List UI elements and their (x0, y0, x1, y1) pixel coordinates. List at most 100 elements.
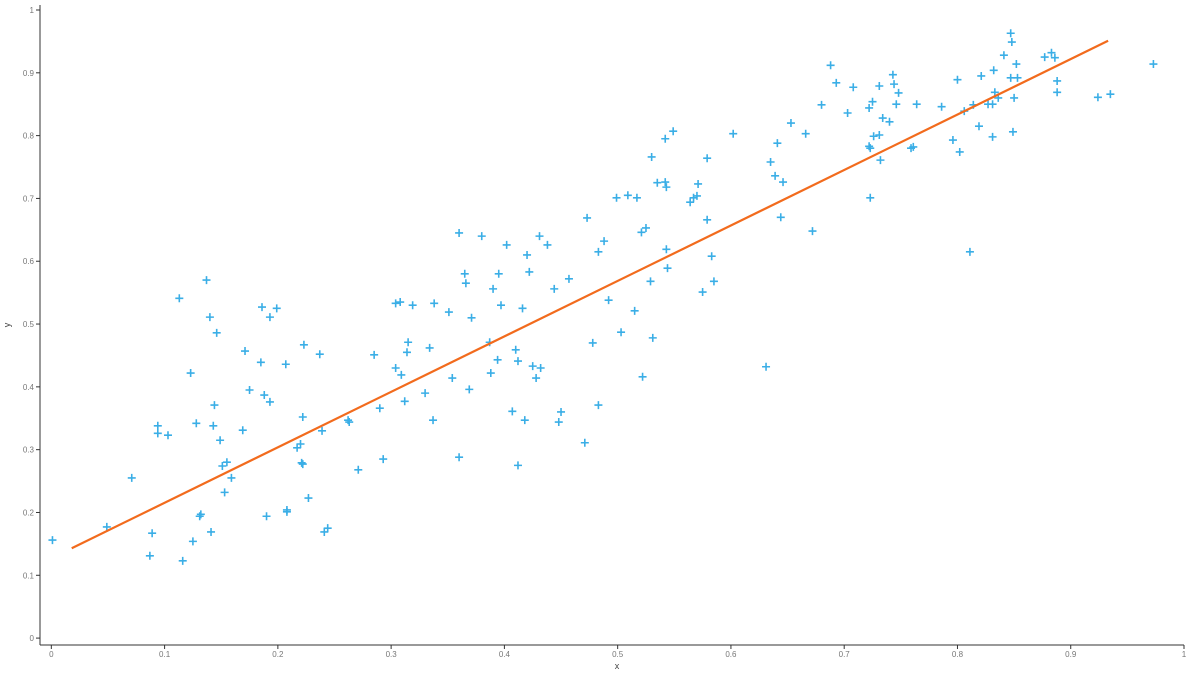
point (245, 385, 254, 394)
point (646, 277, 655, 286)
point (1106, 90, 1115, 99)
point (523, 250, 532, 259)
point (647, 152, 656, 161)
point (207, 527, 216, 536)
point (525, 267, 534, 276)
point (262, 512, 271, 521)
point (866, 144, 875, 153)
point (102, 522, 111, 531)
point (583, 213, 592, 222)
point (354, 465, 363, 474)
point (692, 191, 701, 200)
point (1008, 127, 1017, 136)
point (528, 362, 537, 371)
point (400, 397, 409, 406)
point (641, 223, 650, 232)
point (218, 461, 227, 470)
y-axis-label: y (2, 322, 12, 327)
point (604, 296, 613, 305)
point (465, 385, 474, 394)
point (489, 284, 498, 293)
point (153, 421, 162, 430)
point (192, 419, 201, 428)
point (709, 277, 718, 286)
point (1012, 60, 1021, 69)
point (988, 100, 997, 109)
point (1053, 88, 1062, 97)
point (989, 66, 998, 75)
point (773, 139, 782, 148)
point (762, 362, 771, 371)
point (832, 78, 841, 87)
point (477, 232, 486, 241)
point (532, 374, 541, 383)
x-tick-label: 0.7 (839, 650, 851, 659)
point (298, 413, 307, 422)
point (912, 100, 921, 109)
point (260, 391, 269, 400)
point (885, 117, 894, 126)
point (186, 369, 195, 378)
point (890, 80, 899, 89)
y-tick-label: 0.6 (23, 257, 35, 266)
point (212, 328, 221, 337)
point (408, 301, 417, 310)
point (868, 97, 877, 106)
point (145, 551, 154, 560)
point (729, 129, 738, 138)
point (1013, 73, 1022, 82)
point (265, 397, 274, 406)
point (148, 529, 157, 538)
point (786, 119, 795, 128)
point (1007, 38, 1016, 47)
point (580, 438, 589, 447)
point (461, 279, 470, 288)
point (588, 338, 597, 347)
point (344, 416, 353, 425)
point (216, 436, 225, 445)
point (391, 299, 400, 308)
point (662, 183, 671, 192)
point (48, 536, 57, 545)
point (494, 269, 503, 278)
point (315, 350, 324, 359)
point (990, 88, 999, 97)
point (205, 313, 214, 322)
point (612, 193, 621, 202)
point (965, 247, 974, 256)
x-tick-label: 0.3 (386, 650, 398, 659)
point (210, 401, 219, 410)
point (977, 71, 986, 80)
point (272, 304, 281, 313)
point (878, 114, 887, 123)
point (564, 274, 573, 283)
point (486, 369, 495, 378)
point (404, 338, 413, 347)
point (638, 372, 647, 381)
point (937, 102, 946, 111)
point (370, 350, 379, 359)
point (600, 237, 609, 246)
point (1093, 93, 1102, 102)
y-tick-label: 0.1 (23, 571, 35, 580)
point (817, 100, 826, 109)
point (448, 374, 457, 383)
point (1040, 53, 1049, 62)
point (175, 294, 184, 303)
point (801, 129, 810, 138)
point (698, 288, 707, 297)
y-tick-label: 0.4 (23, 383, 35, 392)
y-tick-label: 0.7 (23, 194, 35, 203)
x-tick-label: 0.5 (612, 650, 624, 659)
point (220, 488, 229, 497)
point (849, 83, 858, 92)
y-tick-label: 0.9 (23, 69, 35, 78)
point (594, 401, 603, 410)
point (163, 431, 172, 440)
point (222, 458, 231, 467)
point (876, 156, 885, 165)
point (1053, 76, 1062, 85)
point (543, 240, 552, 249)
